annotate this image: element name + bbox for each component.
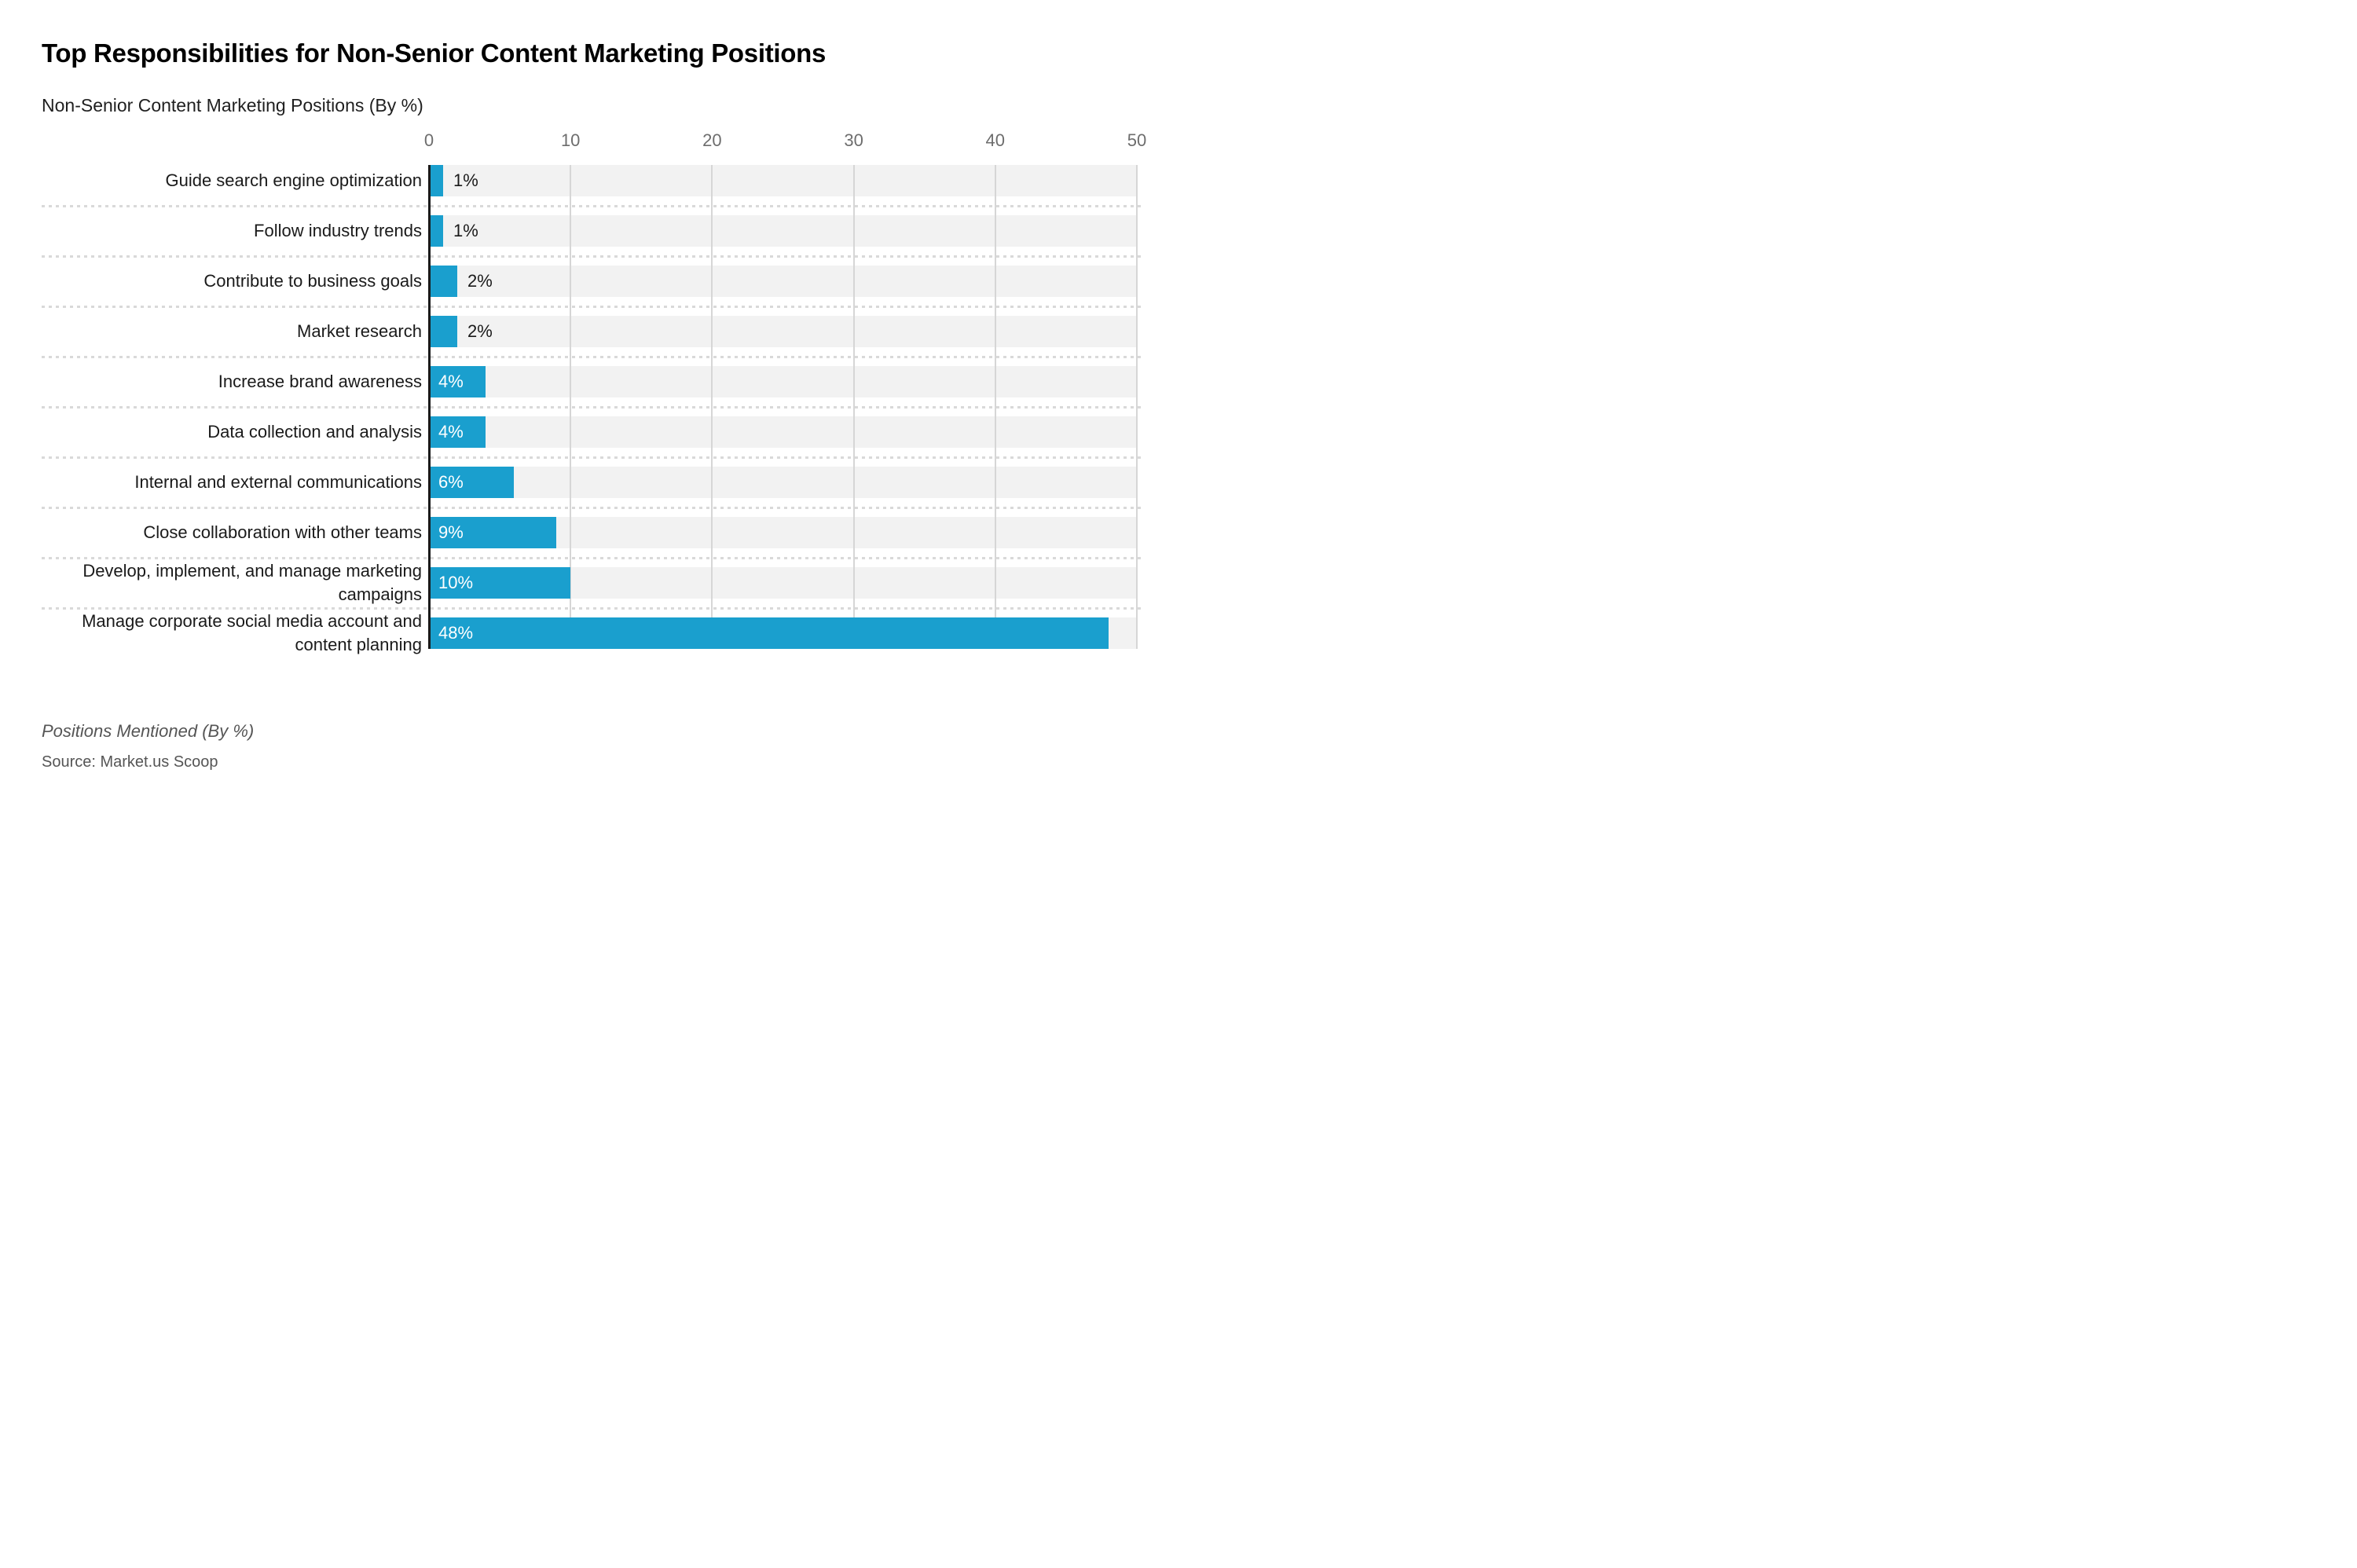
bar-row: Guide search engine optimization 1% [0, 156, 1178, 207]
x-tick-label: 10 [560, 130, 581, 150]
category-label: Internal and external communications [134, 472, 422, 492]
bar-row: Market research 2% [0, 306, 1178, 358]
x-tick-label: 0 [423, 130, 434, 150]
bar-track: 48% [429, 608, 1137, 658]
value-label: 1% [453, 221, 478, 240]
row-background [429, 316, 1137, 347]
row-background [429, 266, 1137, 297]
category-label: Develop, implement, and manage marketing… [82, 561, 422, 604]
bar-row: Data collection and analysis 4% [0, 407, 1178, 459]
x-tick-label: 20 [702, 130, 722, 150]
bar [429, 266, 458, 297]
row-background [429, 215, 1137, 247]
bar-track: 10% [429, 558, 1137, 608]
bar-row: Increase brand awareness 4% [0, 357, 1178, 408]
chart-page: Top Responsibilities for Non-Senior Cont… [0, 0, 1178, 784]
bar [429, 215, 444, 247]
row-background [429, 416, 1137, 448]
value-label: 2% [467, 321, 493, 341]
axis-footnote: Positions Mentioned (By %) [42, 721, 255, 741]
bar-row: Develop, implement, and manage marketing… [0, 558, 1178, 610]
bar-track: 6% [429, 457, 1137, 507]
bar [429, 617, 1109, 649]
bar-track: 1% [429, 206, 1137, 256]
bar-row: Manage corporate social media account an… [0, 608, 1178, 658]
bar [429, 416, 486, 448]
category-label: Follow industry trends [254, 221, 422, 240]
bar-track: 2% [429, 256, 1137, 306]
plot-area: Guide search engine optimization 1% Foll… [0, 156, 1178, 658]
category-label: Close collaboration with other teams [143, 522, 422, 542]
row-background [429, 165, 1137, 196]
bar-track: 4% [429, 407, 1137, 457]
chart-title: Top Responsibilities for Non-Senior Cont… [42, 38, 827, 68]
category-label: Increase brand awareness [218, 372, 422, 391]
category-label: Manage corporate social media account an… [82, 611, 422, 654]
row-background [429, 467, 1137, 498]
bar-track: 1% [429, 156, 1137, 206]
category-label: Market research [297, 321, 422, 341]
bar-track: 4% [429, 357, 1137, 407]
chart-subtitle: Non-Senior Content Marketing Positions (… [42, 95, 423, 115]
value-label: 9% [438, 522, 464, 542]
bar [429, 467, 515, 498]
bar [429, 517, 557, 548]
bar [429, 567, 571, 599]
category-label: Guide search engine optimization [165, 170, 422, 190]
category-label: Contribute to business goals [203, 271, 422, 291]
bar-track: 2% [429, 306, 1137, 357]
bar-row: Contribute to business goals 2% [0, 256, 1178, 308]
value-label: 10% [438, 573, 474, 592]
bar [429, 366, 486, 397]
bar-rows: Guide search engine optimization 1% Foll… [0, 156, 1178, 658]
source-text: Source: Market.us Scoop [42, 753, 218, 771]
x-tick-label: 30 [844, 130, 863, 150]
category-label: Data collection and analysis [207, 422, 422, 441]
y-axis-line [428, 165, 431, 649]
bar [429, 316, 458, 347]
row-background [429, 366, 1137, 397]
value-label: 2% [467, 271, 493, 291]
bar-row: Follow industry trends 1% [0, 206, 1178, 258]
bar-row: Internal and external communications 6% [0, 457, 1178, 509]
value-label: 48% [438, 623, 474, 643]
bar-track: 9% [429, 507, 1137, 558]
value-label: 1% [453, 170, 478, 190]
value-label: 4% [438, 422, 464, 441]
bar-row: Close collaboration with other teams 9% [0, 507, 1178, 559]
x-tick-label: 40 [985, 130, 1006, 150]
x-tick-label: 50 [1127, 130, 1147, 150]
x-axis-ticks: 0 10 20 30 40 50 [0, 130, 1178, 152]
value-label: 6% [438, 472, 464, 492]
value-label: 4% [438, 372, 464, 391]
bar [429, 165, 444, 196]
